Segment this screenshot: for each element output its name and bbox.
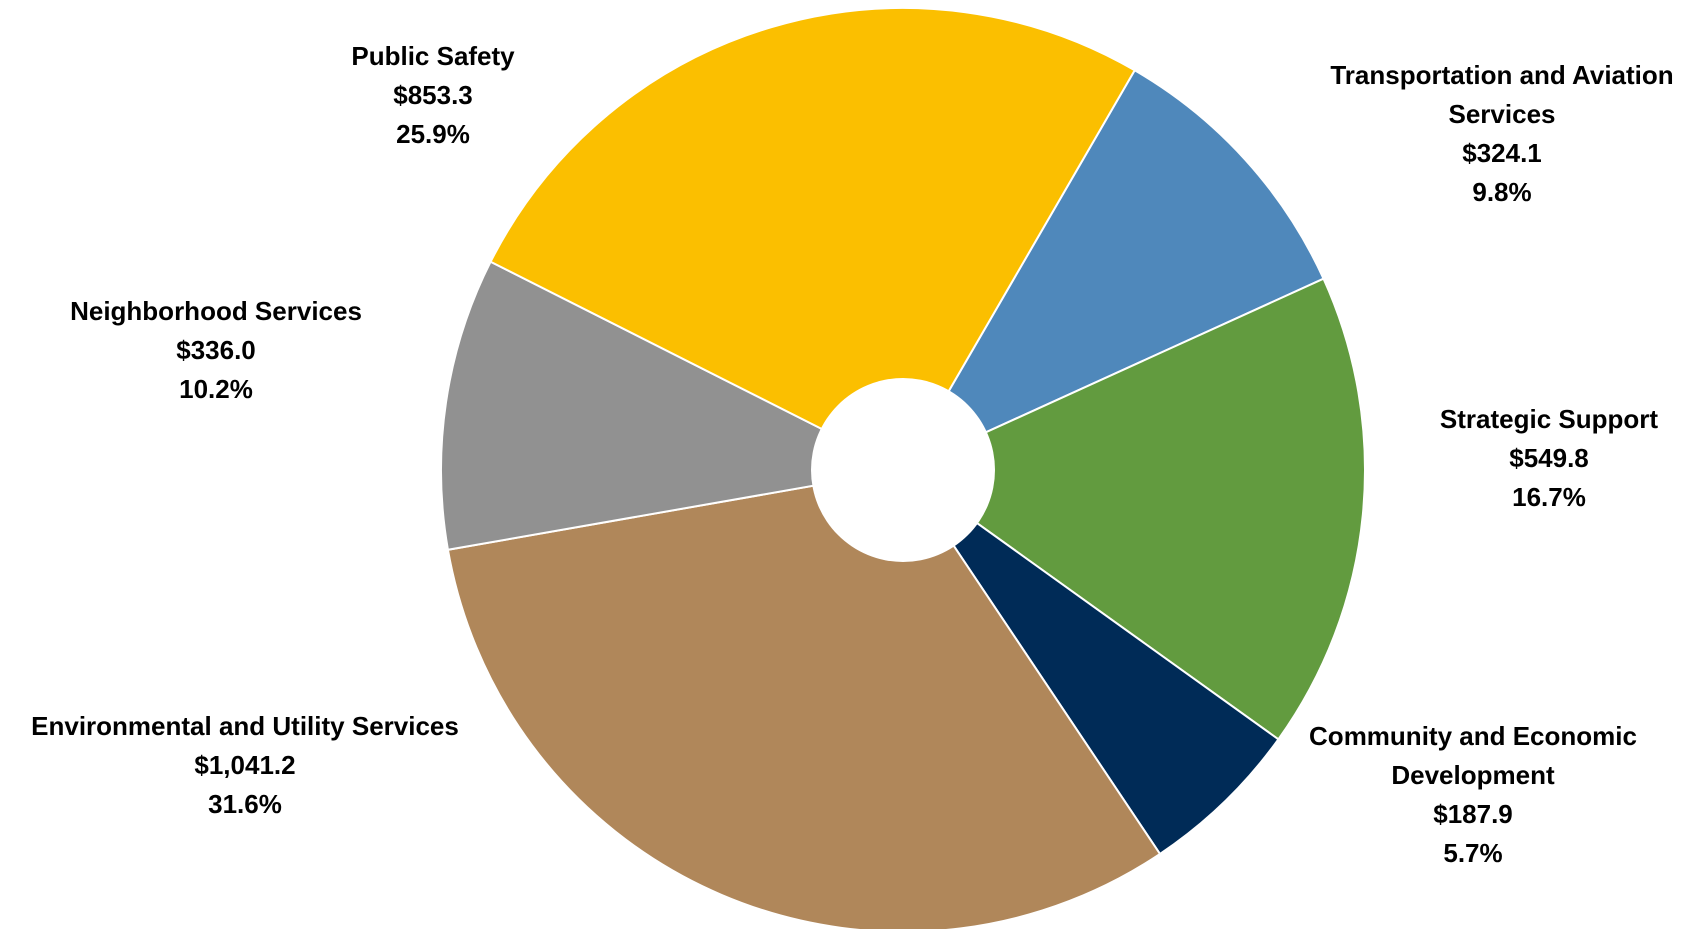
- data-label-community-and-economic-development: Community and Economic Development $187.9 5…: [1309, 721, 1637, 868]
- data-label-value: $1,041.2: [194, 750, 295, 780]
- pie-slice-strategic-support: [901, 277, 1366, 741]
- donut-hole: [811, 378, 995, 562]
- labels-group: Transportation and Aviation Services $324.…: [31, 41, 1674, 868]
- data-label-name: Neighborhood Services: [70, 296, 362, 326]
- pie-slice-neighborhood-services: [440, 260, 907, 551]
- data-label-transportation-and-aviation-services: Transportation and Aviation Services $324.…: [1330, 60, 1673, 207]
- data-label-name: Services: [1449, 99, 1556, 129]
- data-label-percent: 10.2%: [179, 374, 253, 404]
- data-label-percent: 5.7%: [1443, 838, 1502, 868]
- data-label-name: Transportation and Aviation: [1330, 60, 1673, 90]
- data-label-neighborhood-services: Neighborhood Services $336.0 10.2%: [70, 296, 362, 404]
- data-label-percent: 9.8%: [1472, 177, 1531, 207]
- data-label-value: $549.8: [1509, 443, 1589, 473]
- data-label-name: Development: [1391, 760, 1555, 790]
- data-label-public-safety: Public Safety $853.3 25.9%: [351, 41, 515, 149]
- pie-slice-public-safety: [489, 7, 1137, 472]
- data-label-percent: 25.9%: [396, 119, 470, 149]
- pie-slice-environmental-and-utility-services: [446, 468, 1162, 929]
- data-label-percent: 16.7%: [1512, 482, 1586, 512]
- data-label-name: Strategic Support: [1440, 404, 1658, 434]
- slices-group: [440, 7, 1366, 929]
- data-label-value: $853.3: [393, 80, 473, 110]
- pie-slice-community-and-economic-development: [902, 469, 1280, 856]
- data-label-environmental-and-utility-services: Environmental and Utility Services $1,041…: [31, 711, 459, 819]
- data-label-name: Public Safety: [351, 41, 515, 71]
- pie-slice-transportation-and-aviation-services: [900, 68, 1325, 473]
- data-label-name: Environmental and Utility Services: [31, 711, 459, 741]
- data-label-value: $324.1: [1462, 138, 1542, 168]
- data-label-value: $336.0: [176, 335, 256, 365]
- data-label-name: Community and Economic: [1309, 721, 1637, 751]
- data-label-value: $187.9: [1433, 799, 1513, 829]
- data-label-strategic-support: Strategic Support $549.8 16.7%: [1440, 404, 1658, 512]
- data-label-percent: 31.6%: [208, 789, 282, 819]
